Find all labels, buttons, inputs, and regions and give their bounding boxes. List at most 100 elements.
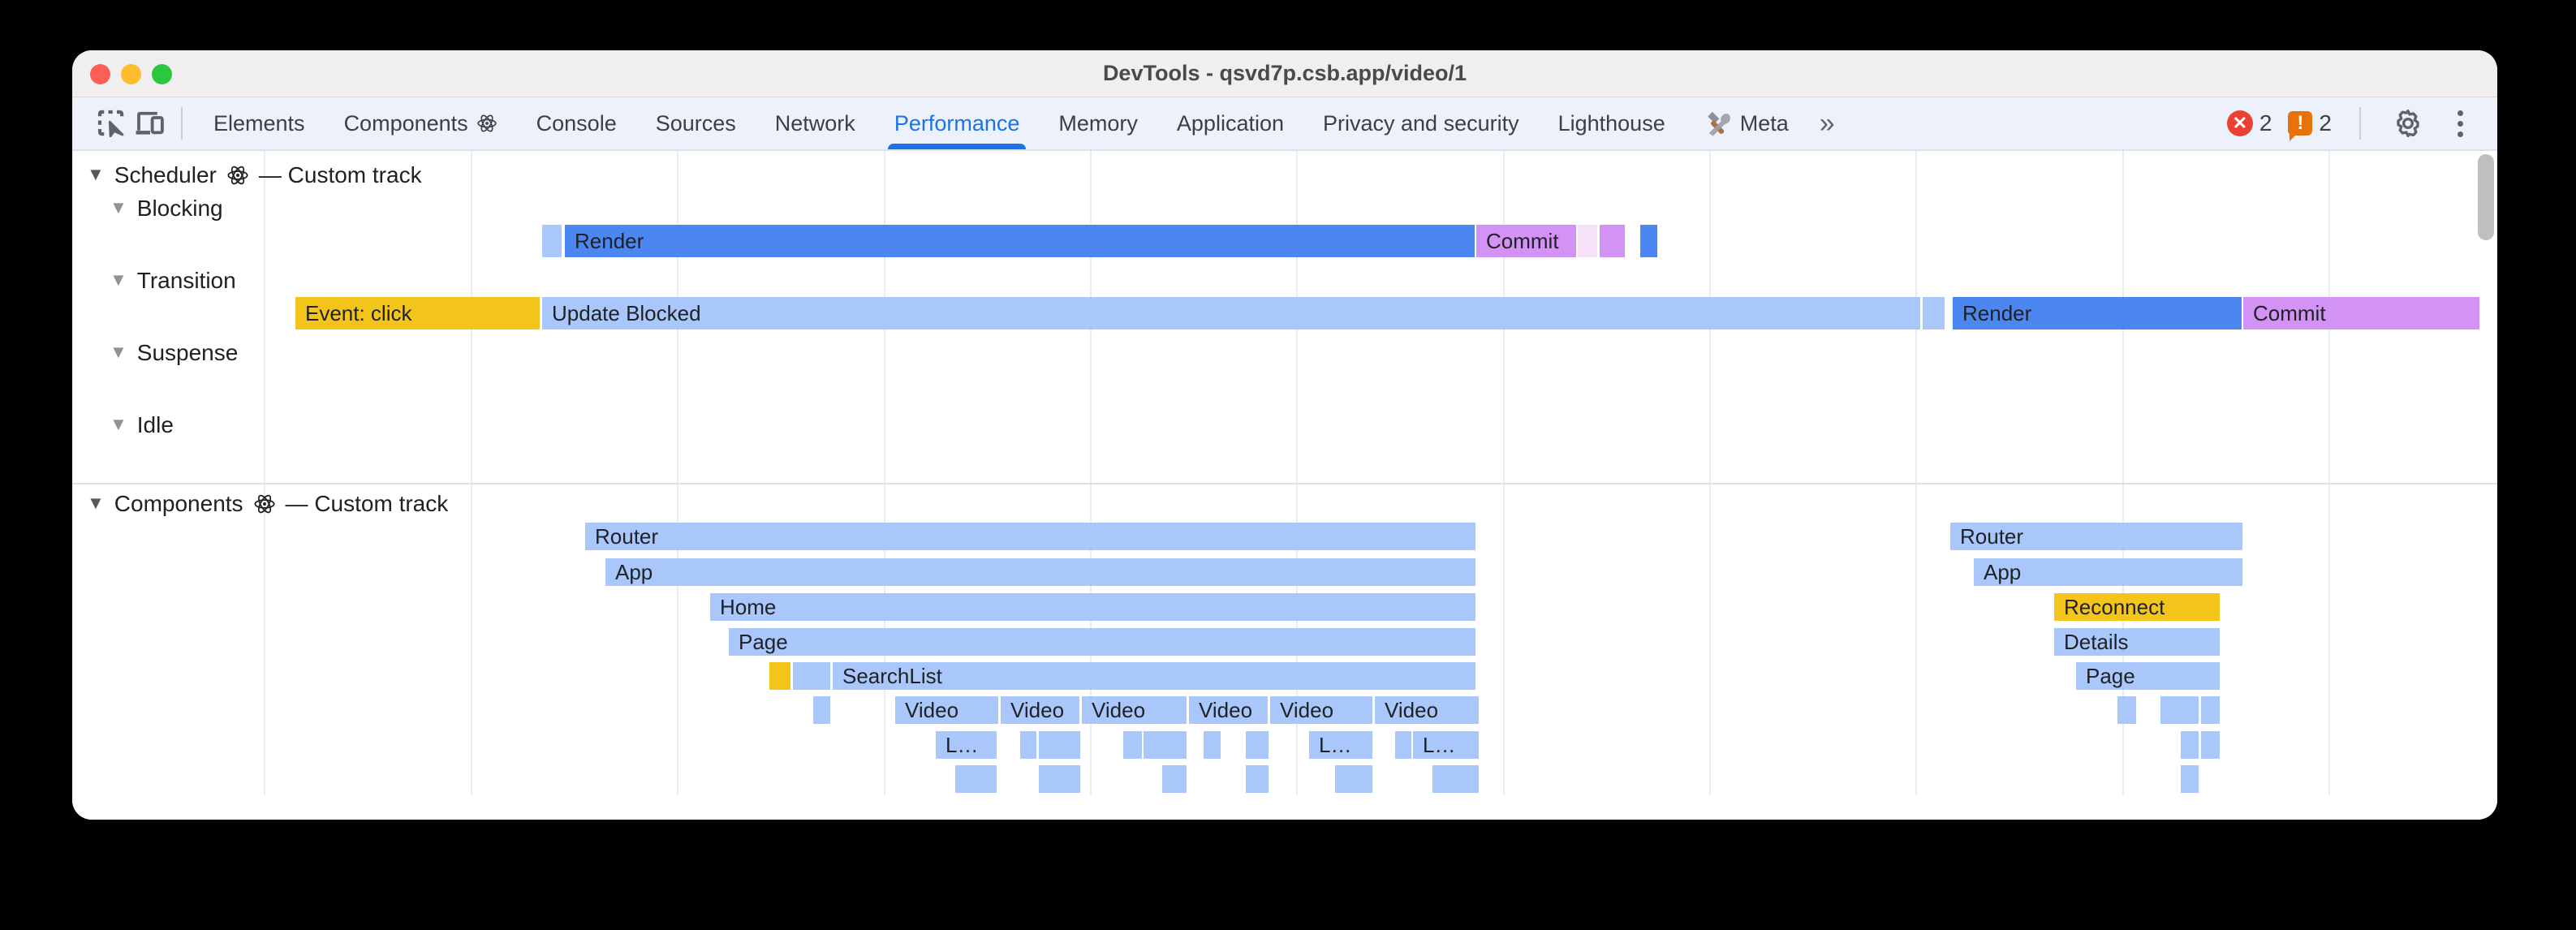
device-toolbar-icon[interactable] bbox=[131, 104, 170, 143]
flame-bar[interactable] bbox=[542, 225, 562, 257]
flame-bar-render[interactable]: Render bbox=[565, 225, 1475, 257]
flame-bar[interactable] bbox=[1039, 765, 1080, 793]
tab-application[interactable]: Application bbox=[1157, 97, 1303, 149]
track-label: Suspense bbox=[136, 340, 239, 365]
tab-network[interactable]: Network bbox=[756, 97, 875, 149]
flame-bar[interactable] bbox=[793, 662, 830, 690]
minimize-window-button[interactable] bbox=[121, 63, 141, 84]
flame-bar-page[interactable]: Page bbox=[729, 628, 1475, 656]
flame-bar-reconnect[interactable]: Reconnect bbox=[2054, 593, 2220, 621]
flame-bar[interactable] bbox=[1204, 731, 1221, 759]
flame-bar-router[interactable]: Router bbox=[1950, 523, 2242, 550]
tab-privacy-and-security[interactable]: Privacy and security bbox=[1303, 97, 1539, 149]
track-suffix: — Custom track bbox=[258, 162, 422, 187]
flame-bar-video[interactable]: Video bbox=[895, 696, 998, 724]
flame-bar-app[interactable]: App bbox=[605, 558, 1475, 586]
zoom-window-button[interactable] bbox=[152, 63, 172, 84]
vertical-scrollbar-thumb[interactable] bbox=[2478, 154, 2494, 240]
tab-performance[interactable]: Performance bbox=[875, 97, 1040, 149]
flame-bar[interactable] bbox=[1578, 225, 1597, 257]
flame-bar-l-[interactable]: L… bbox=[1309, 731, 1372, 759]
flame-bar[interactable] bbox=[1020, 731, 1036, 759]
close-window-button[interactable] bbox=[90, 63, 110, 84]
flame-bar-l-[interactable]: L… bbox=[1413, 731, 1479, 759]
flame-bar[interactable] bbox=[1123, 731, 1142, 759]
flame-bar[interactable] bbox=[1039, 731, 1080, 759]
flame-bar[interactable] bbox=[1144, 731, 1187, 759]
tab-strip: Elements Components Console Sources Network… bbox=[194, 97, 1808, 149]
flame-bar[interactable] bbox=[2160, 696, 2199, 724]
collapse-triangle-icon: ▼ bbox=[87, 493, 105, 513]
flame-bar-video[interactable]: Video bbox=[1189, 696, 1268, 724]
flame-bar[interactable] bbox=[1162, 765, 1187, 793]
flame-bar[interactable] bbox=[769, 662, 790, 690]
flame-bar[interactable] bbox=[1246, 765, 1269, 793]
track-row-suspense[interactable]: ▼ Suspense bbox=[110, 338, 238, 368]
flame-bar[interactable] bbox=[1395, 731, 1411, 759]
flame-bar[interactable] bbox=[1600, 225, 1625, 257]
flame-bar-commit[interactable]: Commit bbox=[2243, 297, 2479, 329]
flame-bar-commit[interactable]: Commit bbox=[1476, 225, 1576, 257]
titlebar: DevTools - qsvd7p.csb.app/video/1 bbox=[72, 50, 2497, 97]
flame-bar-video[interactable]: Video bbox=[1270, 696, 1372, 724]
track-row-idle[interactable]: ▼ Idle bbox=[110, 411, 174, 440]
flame-bar[interactable] bbox=[2201, 696, 2220, 724]
inspect-element-icon[interactable] bbox=[92, 104, 131, 143]
more-options-icon[interactable] bbox=[2444, 110, 2476, 137]
flame-bar[interactable] bbox=[2117, 696, 2136, 724]
tab-label: Memory bbox=[1058, 110, 1138, 136]
track-row-blocking[interactable]: ▼ Blocking bbox=[110, 194, 223, 223]
flame-bar-app[interactable]: App bbox=[1974, 558, 2242, 586]
flame-bar[interactable] bbox=[2181, 765, 2199, 793]
flame-bar[interactable] bbox=[1432, 765, 1479, 793]
flame-bar-home[interactable]: Home bbox=[710, 593, 1475, 621]
flame-bar[interactable] bbox=[955, 765, 997, 793]
flame-bar[interactable] bbox=[2181, 731, 2199, 759]
tab-sources[interactable]: Sources bbox=[636, 97, 756, 149]
flame-bar-video[interactable]: Video bbox=[1375, 696, 1479, 724]
toolbar-divider bbox=[2359, 107, 2361, 140]
warning-badge[interactable]: ! 2 bbox=[2288, 110, 2332, 141]
flame-bar[interactable] bbox=[1640, 225, 1657, 257]
flame-bar-video[interactable]: Video bbox=[1001, 696, 1079, 724]
collapse-triangle-icon: ▼ bbox=[87, 164, 105, 184]
error-icon: ✕ bbox=[2226, 110, 2253, 136]
flame-bar[interactable] bbox=[1335, 765, 1372, 793]
tab-meta[interactable]: Meta bbox=[1685, 97, 1808, 149]
tab-lighthouse[interactable]: Lighthouse bbox=[1539, 97, 1685, 149]
flame-bar[interactable] bbox=[813, 696, 830, 724]
flame-bar-update-blocked[interactable]: Update Blocked bbox=[542, 297, 1920, 329]
track-header-scheduler[interactable]: ▼ Scheduler — Custom track bbox=[87, 161, 422, 190]
flame-bar-video[interactable]: Video bbox=[1082, 696, 1187, 724]
tab-components[interactable]: Components bbox=[325, 97, 517, 149]
flame-bar[interactable] bbox=[1246, 731, 1269, 759]
grid-line bbox=[1090, 151, 1092, 795]
flame-bar-searchlist[interactable]: SearchList bbox=[833, 662, 1475, 690]
settings-gear-icon[interactable] bbox=[2389, 104, 2427, 143]
grid-line bbox=[677, 151, 678, 795]
track-header-components[interactable]: ▼ Components — Custom track bbox=[87, 489, 448, 519]
flame-bar-page[interactable]: Page bbox=[2076, 662, 2220, 690]
track-label: Transition bbox=[136, 268, 236, 293]
flame-bar-details[interactable]: Details bbox=[2054, 628, 2220, 656]
tab-elements[interactable]: Elements bbox=[194, 97, 325, 149]
tab-label: Lighthouse bbox=[1557, 110, 1665, 136]
track-row-transition[interactable]: ▼ Transition bbox=[110, 266, 236, 295]
tab-console[interactable]: Console bbox=[517, 97, 636, 149]
flame-bar-render[interactable]: Render bbox=[1953, 297, 2242, 329]
tab-label: Meta bbox=[1739, 110, 1789, 136]
grid-line bbox=[1709, 151, 1711, 795]
more-tabs-icon[interactable]: » bbox=[1819, 107, 1835, 139]
tab-memory[interactable]: Memory bbox=[1039, 97, 1157, 149]
tab-label: Performance bbox=[894, 110, 1020, 136]
flame-bar-router[interactable]: Router bbox=[585, 523, 1475, 550]
grid-line bbox=[884, 151, 885, 795]
grid-line bbox=[1296, 151, 1298, 795]
error-badge[interactable]: ✕ 2 bbox=[2226, 110, 2272, 136]
flame-bar-l-[interactable]: L… bbox=[936, 731, 997, 759]
flame-bar-event-click[interactable]: Event: click bbox=[295, 297, 540, 329]
tab-label: Sources bbox=[655, 110, 736, 136]
flame-bar[interactable] bbox=[2201, 731, 2220, 759]
flame-bar[interactable] bbox=[1923, 297, 1945, 329]
performance-flame-chart[interactable]: ▼ Scheduler — Custom track ▼ Blocking ▼ Tr… bbox=[72, 151, 2497, 820]
